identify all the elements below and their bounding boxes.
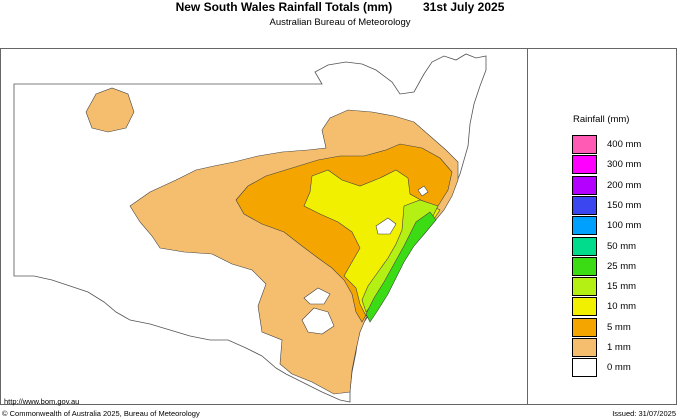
title-text: New South Wales Rainfall Totals (mm) bbox=[175, 0, 393, 14]
legend-swatch bbox=[572, 277, 597, 297]
legend-label: 1 mm bbox=[607, 342, 631, 353]
legend-label: 0 mm bbox=[607, 362, 631, 374]
legend-label: 300 mm bbox=[607, 159, 642, 171]
nsw-rainfall-map bbox=[13, 53, 487, 403]
legend-swatch bbox=[572, 135, 597, 154]
legend-swatch bbox=[572, 358, 597, 378]
legend-swatch bbox=[572, 338, 597, 357]
rain-patch-west bbox=[85, 87, 135, 133]
legend-divider bbox=[527, 48, 528, 405]
legend-label: 15 mm bbox=[607, 281, 637, 293]
map-title: New South Wales Rainfall Totals (mm) 31s… bbox=[0, 0, 680, 14]
legend-swatch bbox=[572, 236, 597, 256]
dry-hole-central bbox=[375, 217, 397, 235]
copyright-text: © Commonwealth of Australia 2025, Bureau… bbox=[2, 409, 200, 418]
legend-swatch bbox=[572, 317, 597, 337]
dry-gap-south bbox=[301, 307, 335, 335]
dry-hole-north bbox=[417, 185, 429, 197]
legend-swatch bbox=[572, 216, 597, 236]
legend-label: 100 mm bbox=[607, 220, 642, 232]
legend-swatch bbox=[572, 155, 597, 175]
legend-label: 5 mm bbox=[607, 321, 631, 333]
legend-label: 200 mm bbox=[607, 179, 642, 191]
legend-label: 25 mm bbox=[607, 260, 637, 272]
rain-zone-25mm bbox=[365, 211, 437, 323]
dry-gap-south-2 bbox=[303, 287, 331, 305]
issued-date: Issued: 31/07/2025 bbox=[612, 409, 676, 418]
title-date: 31st July 2025 bbox=[422, 0, 505, 14]
legend-label: 10 mm bbox=[607, 301, 637, 313]
map-frame bbox=[0, 48, 677, 405]
legend-label: 150 mm bbox=[607, 199, 642, 211]
legend-label: 400 mm bbox=[607, 139, 642, 150]
legend-swatch bbox=[572, 297, 597, 317]
bom-url[interactable]: http://www.bom.gov.au bbox=[4, 397, 80, 406]
legend-label: 50 mm bbox=[607, 240, 637, 252]
legend-swatch bbox=[572, 175, 597, 195]
legend-swatch bbox=[572, 256, 597, 276]
legend-swatch bbox=[572, 195, 597, 215]
legend-title: Rainfall (mm) bbox=[573, 114, 630, 125]
map-subtitle: Australian Bureau of Meteorology bbox=[269, 17, 411, 28]
